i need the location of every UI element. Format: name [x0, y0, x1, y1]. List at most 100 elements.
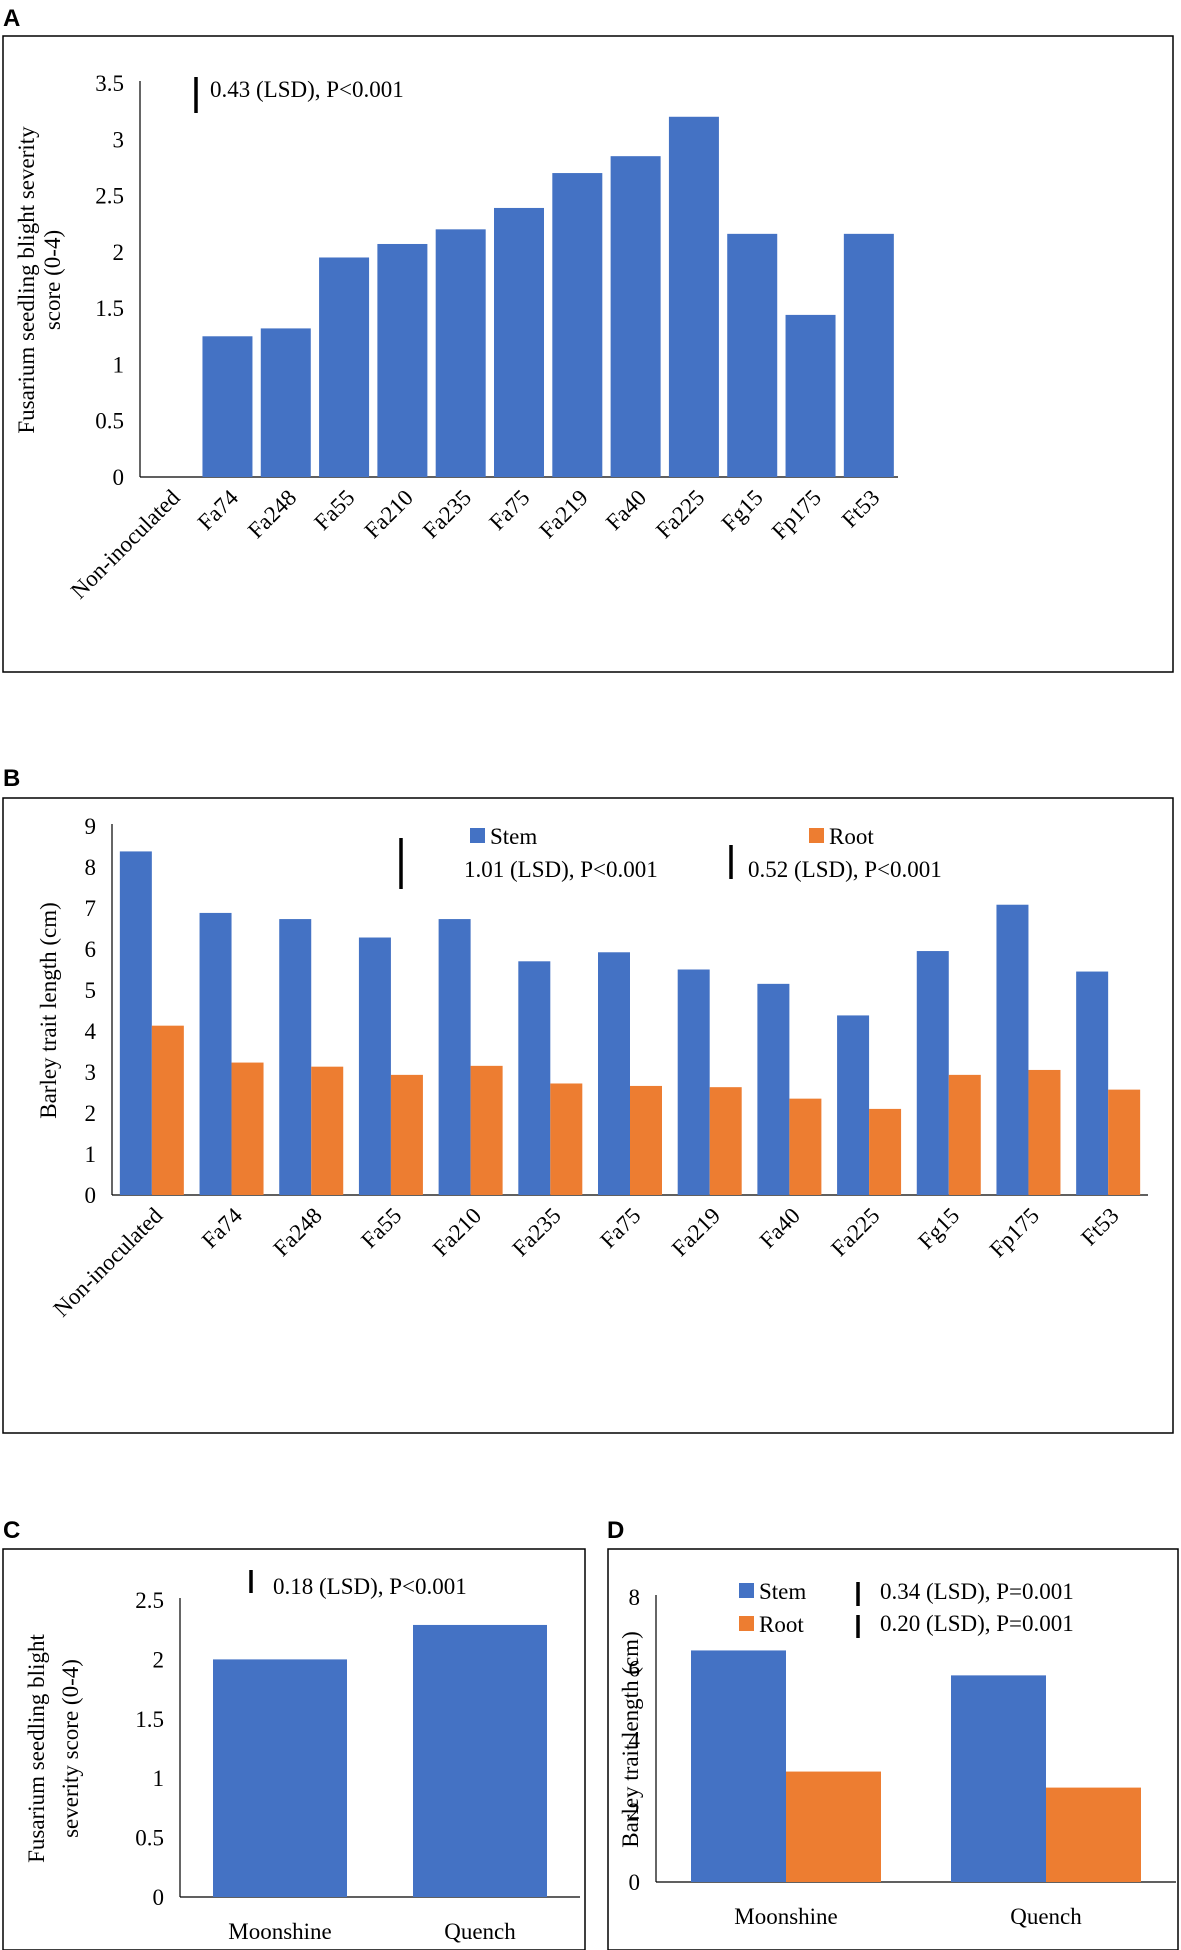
panel-letter: C — [3, 1517, 20, 1544]
bar-root-fa75[interactable] — [630, 1085, 662, 1195]
y-tick-label: 2 — [85, 1101, 97, 1126]
bar-root-fa235[interactable] — [550, 1083, 583, 1195]
bar-stem-fa248[interactable] — [279, 919, 312, 1195]
x-category-label: Fa235 — [418, 485, 476, 543]
x-category-label: Fa210 — [428, 1203, 486, 1261]
x-category-label: Fa248 — [268, 1203, 326, 1261]
bar-stem-fa40[interactable] — [757, 983, 790, 1195]
y-axis-title: severity score (0-4) — [58, 1659, 83, 1838]
x-category-label: Fa219 — [667, 1203, 725, 1261]
y-tick-label: 6 — [85, 937, 97, 962]
bar-fa225[interactable] — [668, 116, 719, 478]
y-tick-label: 3 — [113, 127, 125, 152]
panel-frame — [2, 797, 1174, 1434]
bar-fa40[interactable] — [610, 156, 661, 477]
bar-stem-moonshine[interactable] — [691, 1650, 786, 1882]
bar-fa55[interactable] — [319, 257, 370, 477]
bar-stem-quench[interactable] — [951, 1675, 1046, 1882]
panel-frame — [607, 1548, 1179, 1950]
x-category-label: Fg15 — [717, 485, 768, 536]
y-tick-label: 4 — [85, 1019, 97, 1044]
y-tick-label: 0 — [85, 1183, 97, 1208]
bar-fa248[interactable] — [260, 328, 311, 477]
x-category-label: Non-inoculated — [49, 1203, 168, 1322]
lsd-annotation-stem: 1.01 (LSD), P<0.001 — [464, 857, 658, 882]
y-axis-title: score (0-4) — [40, 230, 65, 330]
y-tick-label: 7 — [85, 896, 97, 921]
x-category-label: Fa40 — [755, 1203, 805, 1253]
panel-frame — [2, 1548, 586, 1950]
x-category-label: Quench — [444, 1919, 516, 1944]
bar-stem-non-inoculated[interactable] — [119, 851, 152, 1195]
y-tick-label: 1 — [85, 1142, 97, 1167]
bar-stem-fa219[interactable] — [677, 969, 710, 1196]
bar-root-quench[interactable] — [1046, 1787, 1141, 1882]
legend-swatch-stem — [739, 1583, 754, 1598]
panel-letter: B — [3, 765, 20, 792]
y-tick-label: 8 — [85, 855, 97, 880]
y-axis-title: Fusarium seedling blight — [24, 1634, 49, 1863]
x-category-label: Fa225 — [651, 485, 709, 543]
y-tick-label: 8 — [629, 1585, 641, 1610]
bar-root-fa225[interactable] — [869, 1108, 902, 1195]
bar-ft53[interactable] — [843, 233, 894, 477]
bar-stem-fg15[interactable] — [916, 951, 949, 1195]
y-tick-label: 2 — [113, 240, 125, 265]
x-category-label: Fp175 — [767, 485, 826, 544]
bar-root-fa55[interactable] — [390, 1074, 423, 1195]
bar-quench[interactable] — [413, 1624, 547, 1897]
panel-letter: A — [3, 5, 20, 32]
x-category-label: Moonshine — [734, 1904, 838, 1929]
bar-stem-fa225[interactable] — [837, 1015, 870, 1195]
bar-fg15[interactable] — [727, 233, 778, 477]
bar-fa74[interactable] — [202, 336, 253, 477]
bar-root-non-inoculated[interactable] — [151, 1025, 184, 1195]
x-category-label: Fa74 — [193, 485, 244, 536]
legend-label-stem: Stem — [759, 1579, 806, 1604]
legend-label-root: Root — [759, 1612, 804, 1637]
bar-fa235[interactable] — [435, 229, 486, 477]
bar-stem-fa235[interactable] — [518, 961, 551, 1195]
y-tick-label: 2 — [153, 1647, 165, 1672]
x-category-label: Fa248 — [243, 485, 301, 543]
bar-root-fa74[interactable] — [231, 1062, 264, 1195]
y-tick-label: 2 — [629, 1799, 641, 1824]
legend-label-stem: Stem — [490, 824, 537, 849]
x-category-label: Fa74 — [197, 1203, 248, 1254]
bar-root-fa210[interactable] — [470, 1065, 503, 1195]
x-category-label: Quench — [1010, 1904, 1082, 1929]
x-category-label: Fa40 — [601, 485, 651, 535]
bar-root-fg15[interactable] — [948, 1074, 981, 1195]
bar-root-ft53[interactable] — [1108, 1089, 1141, 1195]
bar-root-fa219[interactable] — [709, 1087, 742, 1195]
bar-root-fp175[interactable] — [1028, 1069, 1061, 1195]
legend-swatch-root — [809, 828, 824, 843]
bar-fa75[interactable] — [494, 207, 544, 477]
y-tick-label: 1 — [153, 1766, 165, 1791]
y-axis-title: Barley trait length (cm) — [36, 902, 61, 1119]
lsd-annotation: 0.18 (LSD), P<0.001 — [273, 1574, 467, 1599]
bar-stem-fa75[interactable] — [598, 952, 630, 1195]
x-category-label: Fp175 — [985, 1203, 1044, 1262]
legend-swatch-root — [739, 1616, 754, 1631]
bar-stem-fp175[interactable] — [996, 904, 1029, 1195]
y-tick-label: 6 — [629, 1656, 641, 1681]
bar-fa210[interactable] — [377, 243, 428, 477]
bar-root-moonshine[interactable] — [786, 1771, 881, 1882]
bar-root-fa40[interactable] — [789, 1098, 822, 1195]
bar-fa219[interactable] — [552, 173, 603, 478]
lsd-annotation: 0.43 (LSD), P<0.001 — [210, 77, 404, 102]
y-tick-label: 1 — [113, 352, 125, 377]
bar-stem-ft53[interactable] — [1076, 971, 1109, 1195]
bar-root-fa248[interactable] — [311, 1066, 344, 1195]
bar-stem-fa74[interactable] — [199, 912, 232, 1195]
bar-stem-fa55[interactable] — [358, 937, 391, 1195]
y-tick-label: 0.5 — [95, 409, 124, 434]
legend-swatch-stem — [470, 828, 485, 843]
bar-stem-fa210[interactable] — [438, 919, 471, 1195]
y-tick-label: 0 — [629, 1870, 641, 1895]
x-category-label: Ft53 — [1076, 1203, 1124, 1251]
bar-fp175[interactable] — [785, 314, 836, 477]
bar-moonshine[interactable] — [213, 1659, 347, 1897]
y-tick-label: 1.5 — [95, 296, 124, 321]
